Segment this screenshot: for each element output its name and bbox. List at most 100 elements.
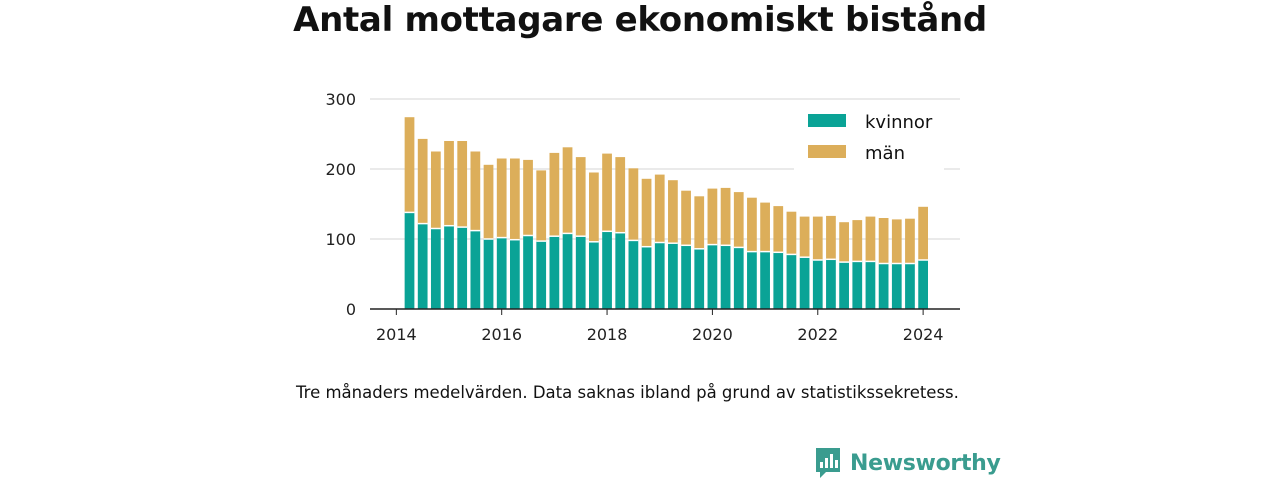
bar-kvinnor: [417, 223, 428, 309]
stacked-bar-chart: 0 100 200 300 2014 2016 2018 2020 2022 2024 kvinn…: [325, 90, 960, 344]
chart-title: Antal mottagare ekonomiskt bistånd: [293, 0, 987, 40]
bar-man: [839, 222, 849, 263]
bar-man: [865, 216, 876, 262]
bar-man: [786, 211, 797, 255]
bar-kvinnor: [733, 247, 744, 309]
x-tick-label: 2016: [481, 325, 522, 344]
bar-kvinnor: [470, 230, 481, 309]
bar-man: [562, 147, 573, 234]
bar-kvinnor: [707, 244, 718, 309]
bar-kvinnor: [404, 212, 415, 309]
bar-kvinnor: [891, 263, 902, 309]
bar-kvinnor: [549, 236, 560, 309]
bar-kvinnor: [681, 245, 691, 309]
y-tick-label: 300: [325, 90, 356, 109]
bar-man: [852, 220, 863, 262]
bar-man: [905, 218, 915, 264]
bar-kvinnor: [918, 260, 928, 309]
bar-kvinnor: [654, 242, 665, 309]
bar-man: [707, 188, 718, 245]
bar-kvinnor: [444, 225, 454, 309]
bar-man: [733, 192, 744, 248]
bar-man: [773, 206, 784, 253]
legend-swatch-man: [808, 145, 846, 158]
bar-man: [615, 157, 626, 233]
bar-man: [536, 170, 547, 242]
bar-kvinnor: [720, 245, 731, 309]
x-tick-label: 2024: [903, 325, 944, 344]
bar-man: [812, 216, 823, 260]
bar-man: [470, 151, 481, 231]
brand-name: Newsworthy: [850, 450, 1001, 476]
bar-man: [654, 174, 665, 243]
bar-kvinnor: [509, 239, 520, 309]
y-tick-label: 0: [346, 300, 356, 319]
y-tick-label: 200: [325, 160, 356, 179]
y-tick-label: 100: [325, 230, 356, 249]
bar-man: [826, 215, 836, 260]
bar-man: [878, 218, 889, 264]
bar-man: [668, 180, 678, 244]
bar-kvinnor: [905, 263, 915, 309]
bar-man: [602, 153, 612, 232]
bar-kvinnor: [602, 231, 612, 309]
bar-man: [457, 141, 468, 228]
legend: kvinnor män: [794, 106, 944, 170]
bar-kvinnor: [773, 252, 784, 309]
bar-kvinnor: [562, 233, 573, 309]
bar-kvinnor: [865, 261, 876, 309]
x-tick-label: 2020: [692, 325, 733, 344]
bar-kvinnor: [852, 261, 863, 309]
series-man: [404, 117, 928, 265]
bar-kvinnor: [760, 251, 770, 309]
bar-man: [641, 178, 652, 247]
legend-swatch-kvinnor: [808, 114, 846, 127]
bar-man: [483, 164, 494, 239]
bar-man: [509, 158, 520, 240]
bar-kvinnor: [615, 232, 626, 309]
bar-man: [918, 206, 928, 260]
bar-kvinnor: [496, 237, 507, 309]
bar-kvinnor: [812, 260, 823, 309]
bar-man: [891, 219, 902, 264]
bar-man: [694, 196, 705, 249]
bar-kvinnor: [747, 251, 757, 309]
newsworthy-chart-bubble-icon: [816, 448, 840, 478]
bar-kvinnor: [694, 248, 705, 309]
bar-kvinnor: [628, 240, 639, 309]
bar-man: [799, 216, 810, 258]
legend-label-kvinnor: kvinnor: [865, 112, 933, 133]
bar-kvinnor: [575, 236, 586, 309]
x-tick-label: 2018: [587, 325, 628, 344]
footnote: Tre månaders medelvärden. Data saknas ib…: [296, 383, 959, 402]
bar-man: [681, 190, 691, 246]
bar-man: [575, 157, 586, 237]
bar-man: [496, 158, 507, 238]
bar-man: [760, 202, 770, 252]
bar-man: [628, 168, 639, 241]
bar-kvinnor: [839, 262, 849, 309]
bar-man: [589, 172, 599, 242]
x-tick-label: 2022: [797, 325, 838, 344]
bar-kvinnor: [786, 254, 797, 309]
bar-kvinnor: [536, 241, 547, 309]
bar-man: [444, 141, 454, 226]
bar-kvinnor: [589, 241, 599, 309]
series-kvinnor: [404, 212, 928, 309]
bar-man: [523, 159, 533, 236]
bar-man: [720, 187, 731, 246]
bar-kvinnor: [799, 257, 810, 309]
bar-man: [404, 117, 415, 213]
legend-label-man: män: [865, 143, 905, 164]
x-tick-label: 2014: [376, 325, 417, 344]
bar-man: [549, 152, 560, 237]
bar-kvinnor: [523, 235, 533, 309]
bar-kvinnor: [430, 228, 441, 309]
bar-kvinnor: [826, 259, 836, 309]
bar-kvinnor: [878, 263, 889, 309]
bar-man: [417, 138, 428, 224]
bar-man: [747, 197, 757, 252]
bar-man: [430, 151, 441, 229]
axes: 0 100 200 300 2014 2016 2018 2020 2022 2024: [325, 90, 960, 344]
bar-kvinnor: [668, 243, 678, 309]
